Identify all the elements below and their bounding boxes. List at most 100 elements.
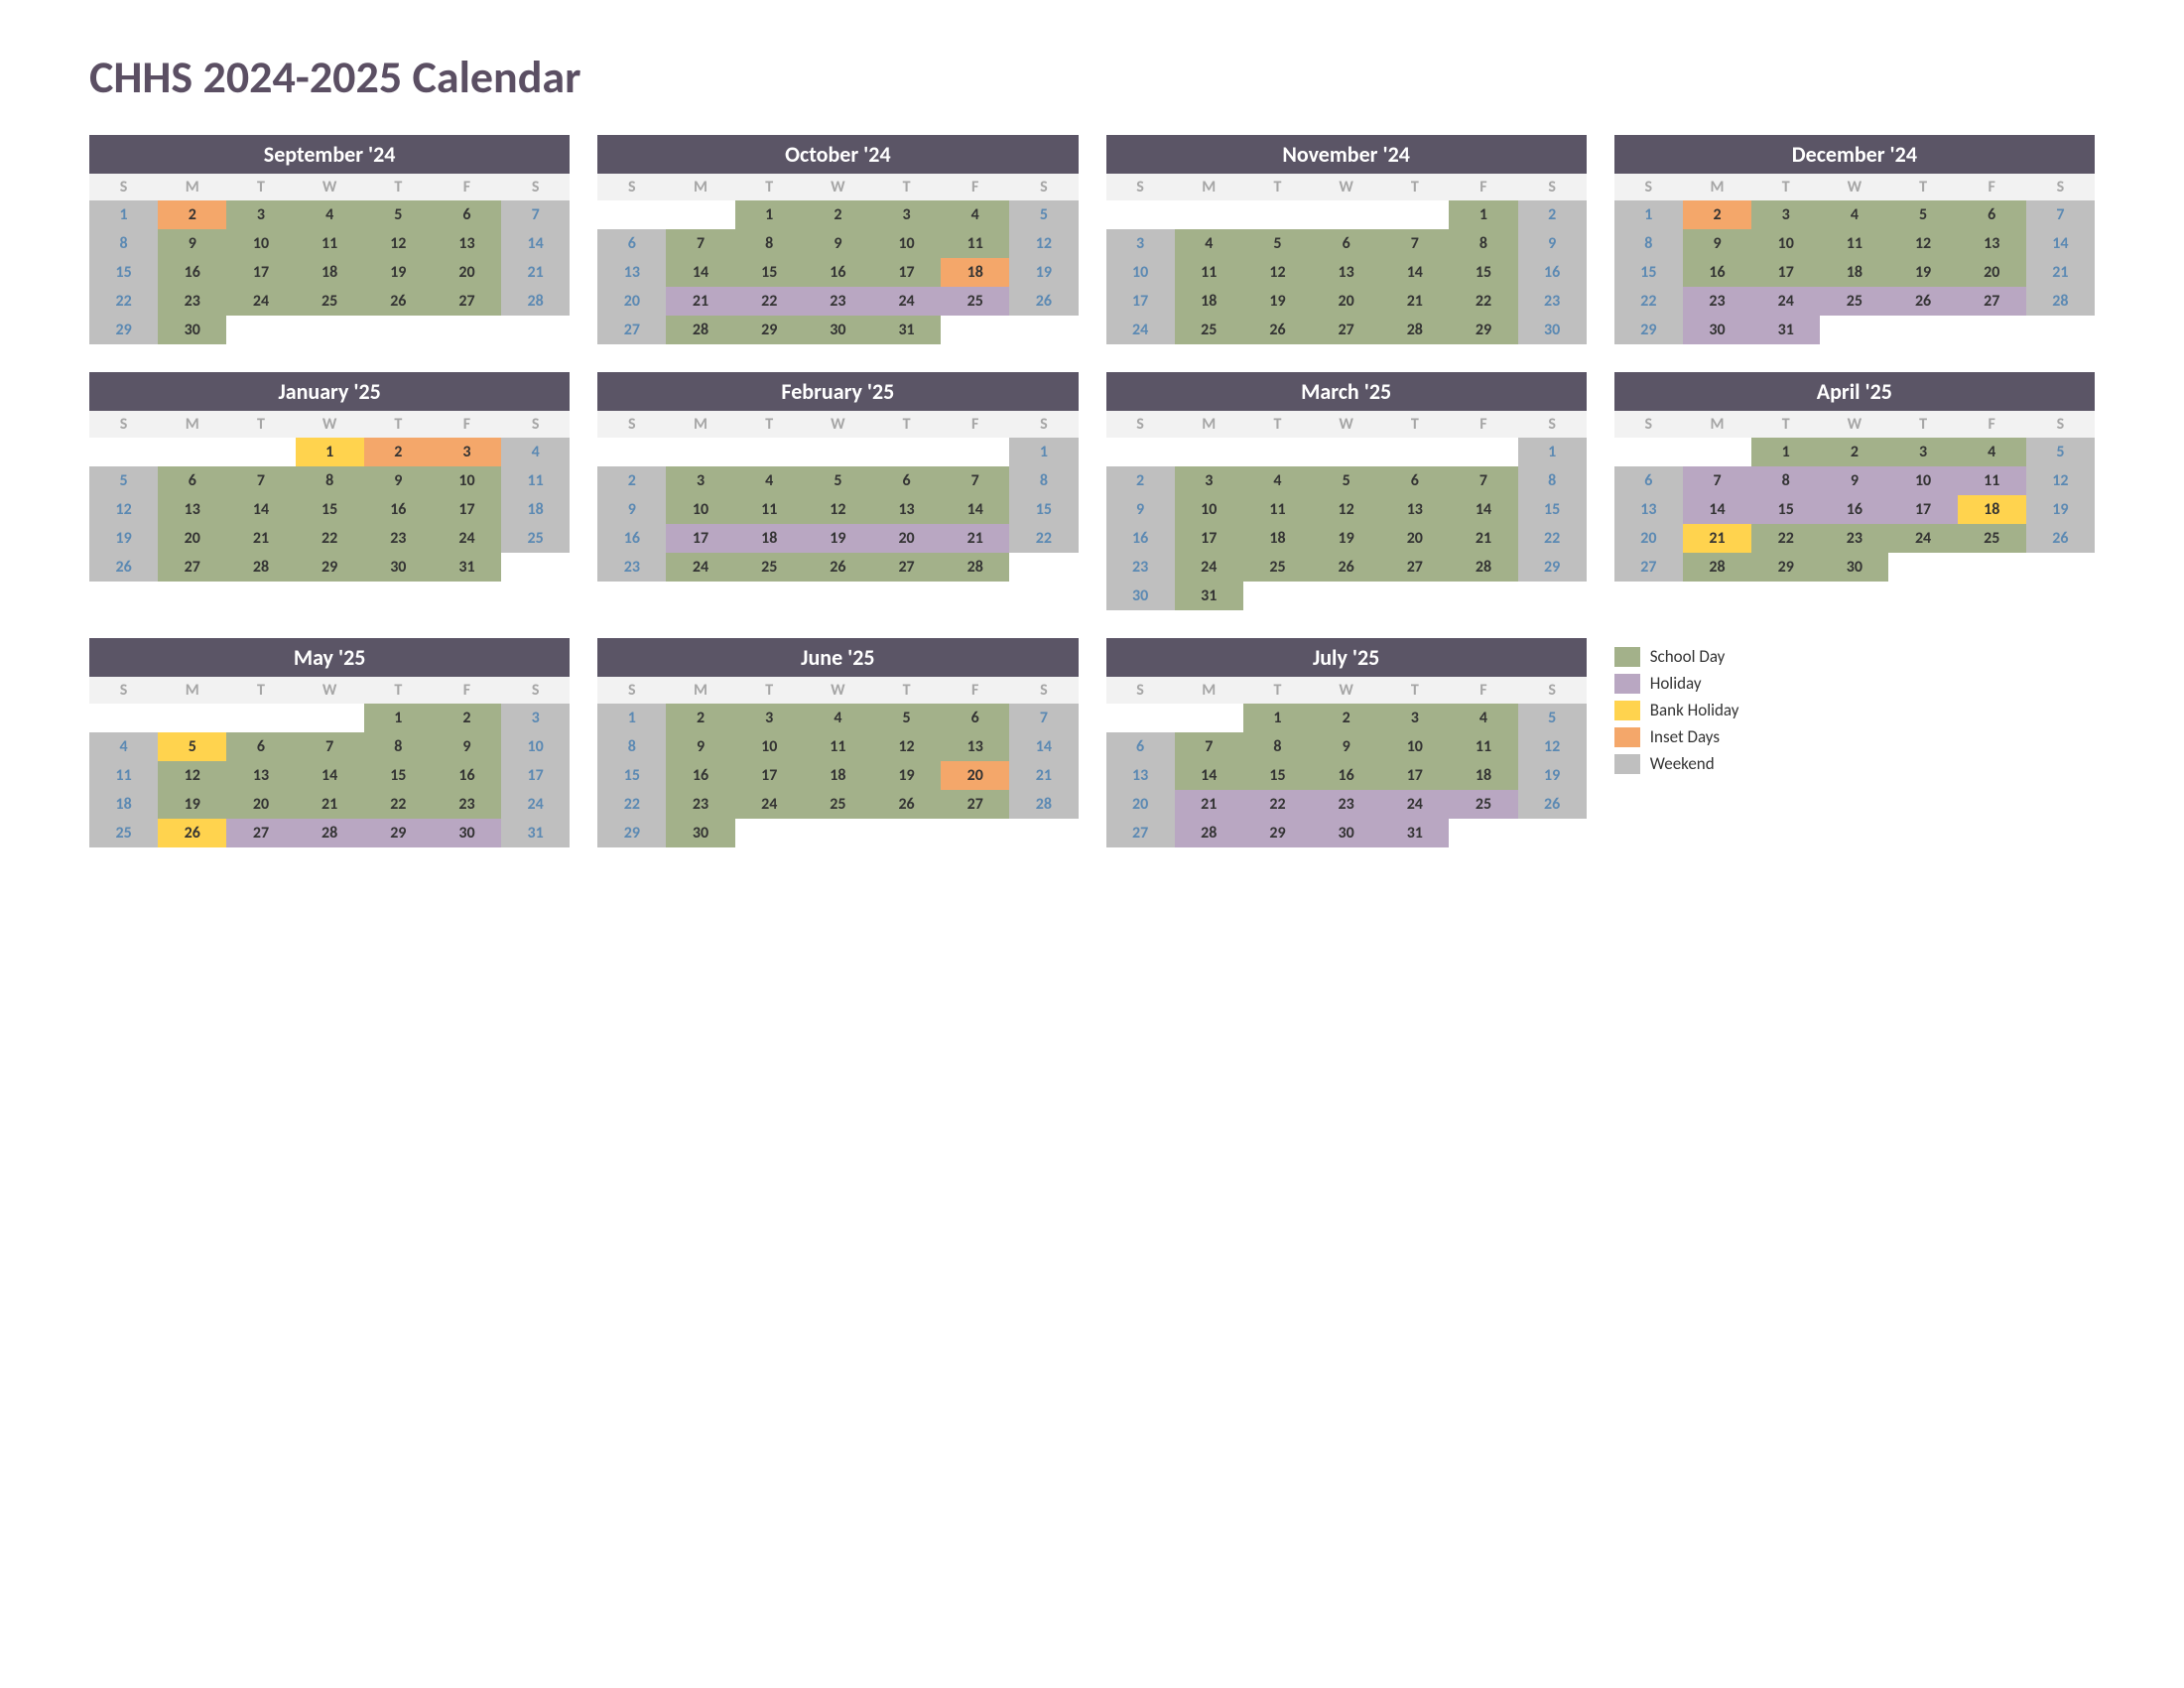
day-cell: 6 xyxy=(941,704,1009,732)
day-cell: 5 xyxy=(1312,466,1380,495)
month-header: January '25 xyxy=(89,372,570,411)
day-cell: 27 xyxy=(1614,553,1683,582)
dow-cell: F xyxy=(941,677,1009,704)
dow-cell: S xyxy=(1518,411,1587,438)
day-cell: 4 xyxy=(941,200,1009,229)
day-cell: 14 xyxy=(226,495,295,524)
dow-cell: S xyxy=(1106,411,1175,438)
month-header: July '25 xyxy=(1106,638,1587,677)
dow-cell: T xyxy=(1243,174,1312,200)
day-cell: 11 xyxy=(1243,495,1312,524)
day-cell: 30 xyxy=(666,819,734,847)
day-cell: 27 xyxy=(1312,316,1380,344)
day-cell: 13 xyxy=(1614,495,1683,524)
days-grid: 1234567891011121314151617181920212223242… xyxy=(597,704,1078,847)
day-cell: 30 xyxy=(1312,819,1380,847)
day-cell: 2 xyxy=(364,438,433,466)
dow-cell: T xyxy=(226,174,295,200)
day-cell: 5 xyxy=(1888,200,1957,229)
day-cell: 2 xyxy=(1683,200,1751,229)
days-grid: 1234567891011121314151617181920212223242… xyxy=(1106,438,1587,610)
legend-label: Weekend xyxy=(1650,753,1715,774)
day-cell: 31 xyxy=(872,316,941,344)
day-cell: 16 xyxy=(1683,258,1751,287)
days-grid: 1234567891011121314151617181920212223242… xyxy=(1614,438,2095,582)
day-cell: 15 xyxy=(364,761,433,790)
day-cell: 26 xyxy=(2026,524,2095,553)
day-cell: 9 xyxy=(666,732,734,761)
day-cell: 29 xyxy=(364,819,433,847)
day-cell: 19 xyxy=(1243,287,1312,316)
legend-label: Holiday xyxy=(1650,673,1702,694)
dow-cell: T xyxy=(1380,174,1449,200)
day-cell: 7 xyxy=(941,466,1009,495)
day-cell: 4 xyxy=(296,200,364,229)
day-cell: 3 xyxy=(1888,438,1957,466)
day-cell: 28 xyxy=(2026,287,2095,316)
legend-swatch xyxy=(1614,674,1640,694)
day-cell: 8 xyxy=(89,229,158,258)
day-cell: 7 xyxy=(1683,466,1751,495)
day-cell: 27 xyxy=(597,316,666,344)
day-cell: 26 xyxy=(1312,553,1380,582)
day-empty xyxy=(1106,438,1175,466)
day-cell: 19 xyxy=(804,524,872,553)
day-cell: 25 xyxy=(89,819,158,847)
day-cell: 16 xyxy=(433,761,501,790)
dow-cell: M xyxy=(158,174,226,200)
day-cell: 17 xyxy=(1380,761,1449,790)
dow-cell: T xyxy=(1888,174,1957,200)
day-cell: 17 xyxy=(872,258,941,287)
day-cell: 25 xyxy=(1243,553,1312,582)
days-grid: 1234567891011121314151617181920212223242… xyxy=(1614,200,2095,344)
calendar-grid: September '24SMTWTFS12345678910111213141… xyxy=(89,135,2095,847)
day-cell: 23 xyxy=(597,553,666,582)
month-header: May '25 xyxy=(89,638,570,677)
day-cell: 16 xyxy=(158,258,226,287)
day-cell: 21 xyxy=(941,524,1009,553)
day-cell: 2 xyxy=(1820,438,1888,466)
day-cell: 27 xyxy=(158,553,226,582)
day-cell: 3 xyxy=(1175,466,1243,495)
day-cell: 11 xyxy=(941,229,1009,258)
day-cell: 7 xyxy=(226,466,295,495)
dow-cell: W xyxy=(1312,411,1380,438)
day-cell: 8 xyxy=(1518,466,1587,495)
day-cell: 27 xyxy=(1958,287,2026,316)
day-cell: 28 xyxy=(1175,819,1243,847)
day-cell: 2 xyxy=(597,466,666,495)
month-header: March '25 xyxy=(1106,372,1587,411)
day-cell: 15 xyxy=(89,258,158,287)
month-block: September '24SMTWTFS12345678910111213141… xyxy=(89,135,570,344)
day-cell: 14 xyxy=(1009,732,1078,761)
day-cell: 9 xyxy=(158,229,226,258)
day-cell: 26 xyxy=(364,287,433,316)
day-cell: 9 xyxy=(433,732,501,761)
dow-cell: S xyxy=(1009,411,1078,438)
day-empty xyxy=(1449,438,1517,466)
dow-cell: S xyxy=(501,677,570,704)
day-cell: 3 xyxy=(735,704,804,732)
days-grid: 1234567891011121314151617181920212223242… xyxy=(597,200,1078,344)
day-empty xyxy=(1380,200,1449,229)
day-cell: 20 xyxy=(433,258,501,287)
legend-row: Bank Holiday xyxy=(1614,700,2095,720)
dow-cell: S xyxy=(1614,411,1683,438)
dow-row: SMTWTFS xyxy=(1614,174,2095,200)
day-cell: 18 xyxy=(804,761,872,790)
day-cell: 12 xyxy=(2026,466,2095,495)
day-cell: 13 xyxy=(941,732,1009,761)
day-cell: 24 xyxy=(1888,524,1957,553)
dow-cell: S xyxy=(1518,677,1587,704)
day-cell: 22 xyxy=(1243,790,1312,819)
days-grid: 1234567891011121314151617181920212223242… xyxy=(1106,200,1587,344)
day-cell: 9 xyxy=(1312,732,1380,761)
day-cell: 5 xyxy=(1243,229,1312,258)
dow-cell: T xyxy=(735,677,804,704)
day-cell: 29 xyxy=(1614,316,1683,344)
day-cell: 4 xyxy=(89,732,158,761)
day-cell: 6 xyxy=(597,229,666,258)
dow-cell: M xyxy=(1175,411,1243,438)
day-cell: 27 xyxy=(872,553,941,582)
dow-cell: S xyxy=(89,677,158,704)
